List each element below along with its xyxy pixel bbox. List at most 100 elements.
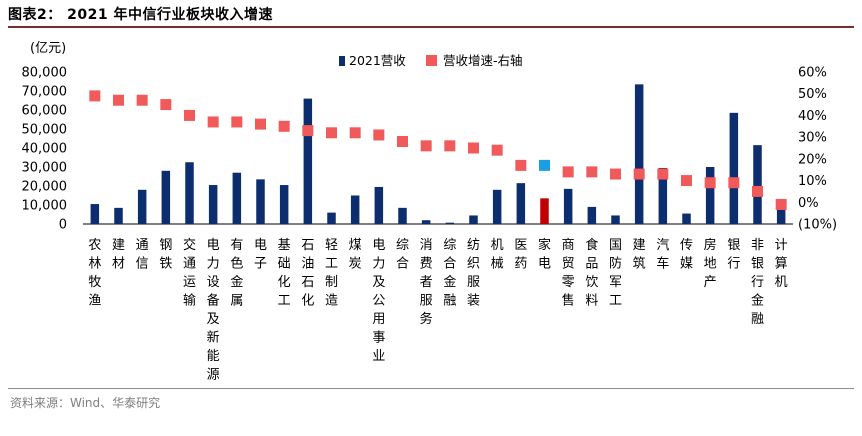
right-tick-label: (10%): [798, 218, 837, 233]
left-tick-label: 40,000: [22, 142, 68, 157]
left-tick-label: 50,000: [22, 123, 68, 138]
growth-marker: [657, 168, 669, 180]
growth-marker: [752, 185, 763, 197]
left-tick-label: 80,000: [22, 66, 68, 81]
growth-marker: [633, 168, 645, 180]
legend: 2021营收 营收增速-右轴: [339, 53, 523, 68]
growth-marker: [728, 177, 740, 189]
revenue-bar: [492, 189, 502, 224]
right-tick-label: 50%: [798, 87, 827, 102]
source-note: 资料来源：Wind、华泰研究: [10, 396, 161, 410]
right-tick-label: 0%: [798, 196, 819, 211]
growth-marker: [444, 140, 456, 152]
category-label: 有色金属: [230, 238, 243, 309]
left-tick-label: 20,000: [22, 180, 68, 195]
growth-marker: [420, 140, 432, 152]
category-label: 农林牧渔: [88, 238, 101, 309]
growth-markers: [89, 90, 787, 210]
revenue-bars: [90, 84, 786, 224]
revenue-bar: [634, 84, 644, 224]
category-label: 汽车: [656, 238, 669, 272]
revenue-bar: [658, 167, 668, 224]
category-label: 计算机: [775, 238, 788, 290]
category-label: 消费者服务: [420, 238, 433, 327]
revenue-bar: [374, 186, 384, 224]
category-label: 通信: [136, 238, 149, 272]
growth-marker: [491, 144, 503, 156]
growth-marker: [775, 198, 787, 210]
left-tick-label: 70,000: [22, 85, 68, 100]
revenue-bar: [161, 170, 171, 224]
left-axis-unit: (亿元): [30, 41, 66, 56]
growth-marker: [231, 116, 243, 128]
growth-marker: [160, 99, 172, 111]
figure-title: 图表2： 2021 年中信行业板块收入增速: [8, 7, 273, 23]
category-label: 轻工制造: [325, 238, 338, 309]
category-label: 家电: [538, 237, 551, 272]
growth-marker: [373, 129, 385, 141]
category-label: 建材: [112, 238, 125, 272]
growth-marker: [136, 94, 148, 106]
growth-marker: [349, 127, 361, 139]
category-label: 银行: [727, 238, 740, 272]
legend-marker-swatch: [426, 55, 437, 66]
growth-marker: [586, 166, 598, 178]
revenue-bar: [469, 215, 478, 224]
revenue-bar: [729, 112, 739, 224]
category-labels: 农林牧渔建材通信钢铁交通运输电力设备及新能源有色金属电子基础化工石油石化轻工制造…: [88, 237, 787, 383]
growth-marker: [515, 159, 527, 171]
growth-marker: [681, 175, 692, 187]
revenue-bar: [398, 207, 407, 224]
category-label: 电力设备及新能源: [207, 238, 220, 383]
left-tick-label: 10,000: [22, 199, 68, 214]
revenue-bar: [232, 172, 242, 224]
revenue-bar: [540, 198, 549, 224]
right-tick-label: 20%: [798, 152, 827, 167]
category-label: 电力及公用事业: [372, 238, 385, 364]
growth-marker: [610, 168, 621, 180]
category-label: 综合金融: [443, 238, 456, 309]
revenue-bar: [753, 145, 762, 224]
right-tick-label: 30%: [798, 131, 827, 146]
footer-rule: [8, 388, 854, 389]
revenue-bar: [185, 162, 194, 224]
revenue-bar: [611, 215, 620, 224]
category-label: 食品饮料: [585, 237, 598, 309]
revenue-bar: [137, 189, 147, 224]
category-label: 传媒: [680, 238, 693, 272]
right-tick-label: 40%: [798, 109, 827, 124]
right-axis: (10%) 0% 10% 20% 30% 40% 50% 60%: [798, 66, 837, 233]
revenue-bar: [776, 205, 786, 224]
revenue-bar: [208, 185, 218, 224]
right-tick-label: 60%: [798, 66, 827, 81]
category-label: 商贸零售: [562, 238, 575, 309]
category-label: 国防军工: [609, 238, 622, 309]
revenue-bar: [705, 167, 715, 224]
right-tick-label: 10%: [798, 174, 827, 189]
growth-marker: [468, 142, 479, 154]
legend-marker-label: 营收增速-右轴: [443, 53, 523, 68]
left-axis: 0 10,000 20,000 30,000 40,000 50,000 60,000 70,…: [22, 66, 68, 233]
category-label: 交通运输: [183, 237, 196, 309]
category-label: 医药: [514, 238, 527, 272]
category-label: 煤炭: [349, 238, 362, 272]
growth-marker: [397, 135, 408, 147]
revenue-bar: [114, 207, 123, 224]
revenue-bar: [350, 195, 360, 224]
revenue-bar: [516, 183, 526, 224]
category-label: 机械: [491, 238, 504, 272]
growth-marker: [562, 166, 574, 178]
revenue-bar: [279, 185, 289, 224]
revenue-bar: [327, 212, 336, 224]
revenue-bar: [90, 204, 100, 224]
left-tick-label: 30,000: [22, 161, 68, 176]
category-label: 建筑: [633, 238, 646, 272]
growth-marker: [89, 90, 101, 102]
category-label: 钢铁: [159, 238, 172, 272]
category-label: 电子: [254, 238, 267, 272]
category-label: 纺织服装: [467, 238, 480, 309]
revenue-bar: [587, 206, 597, 224]
revenue-bar: [682, 213, 691, 224]
category-label: 石油石化: [301, 238, 314, 309]
